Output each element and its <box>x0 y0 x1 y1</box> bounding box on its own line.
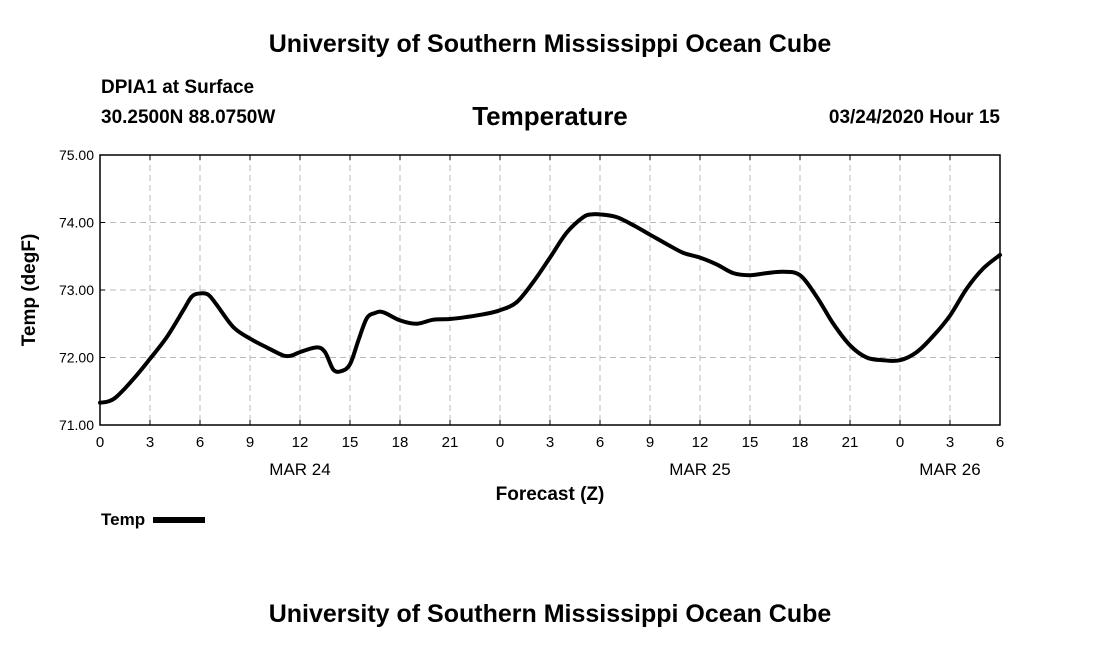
x-tick-label: 3 <box>146 434 154 451</box>
x-tick-label: 6 <box>196 434 204 451</box>
x-tick-label: 6 <box>596 434 604 451</box>
series-line-temp <box>98 212 1002 405</box>
x-tick-label: 15 <box>742 434 759 451</box>
y-tick-label: 73.00 <box>59 282 94 298</box>
x-tick-label: 6 <box>996 434 1004 451</box>
footer-title: University of Southern Mississippi Ocean… <box>268 600 832 628</box>
x-tick-label: 15 <box>342 434 359 451</box>
y-tick-label: 74.00 <box>59 215 94 231</box>
coordinates-label: 30.2500N 88.0750W <box>101 107 276 128</box>
legend-swatch-temp <box>153 517 206 523</box>
x-tick-label: 0 <box>96 434 104 451</box>
variable-title: Temperature <box>472 101 628 131</box>
date-label: MAR 24 <box>269 460 330 479</box>
axis-ticks: 0 3 6 9 12 15 18 21 0 3 6 9 12 15 18 21 0 3 6 71.00 72.00 73.… <box>59 147 1004 479</box>
legend: Temp <box>101 510 206 530</box>
legend-label-temp: Temp <box>101 510 146 529</box>
x-tick-label: 9 <box>246 434 254 451</box>
x-tick-label: 12 <box>292 434 309 451</box>
x-tick-label: 12 <box>692 434 709 451</box>
x-tick-label: 3 <box>946 434 954 451</box>
x-tick-label: 21 <box>842 434 859 451</box>
station-label: DPIA1 at Surface <box>101 77 255 98</box>
x-tick-label: 21 <box>442 434 459 451</box>
y-tick-label: 72.00 <box>59 350 94 366</box>
y-tick-label: 71.00 <box>59 417 94 433</box>
x-tick-label: 18 <box>392 434 409 451</box>
y-axis-label: Temp (degF) <box>19 234 40 347</box>
x-tick-label: 9 <box>646 434 654 451</box>
x-tick-label: 3 <box>546 434 554 451</box>
y-tick-label: 75.00 <box>59 147 94 163</box>
main-title: University of Southern Mississippi Ocean… <box>268 30 832 58</box>
date-label: MAR 26 <box>919 460 980 479</box>
grid <box>100 155 1000 425</box>
date-label: MAR 25 <box>669 460 730 479</box>
x-tick-label: 0 <box>896 434 904 451</box>
forecast-datetime: 03/24/2020 Hour 15 <box>828 107 1000 128</box>
x-tick-label: 18 <box>792 434 809 451</box>
x-axis-label: Forecast (Z) <box>496 484 605 505</box>
x-tick-label: 0 <box>496 434 504 451</box>
